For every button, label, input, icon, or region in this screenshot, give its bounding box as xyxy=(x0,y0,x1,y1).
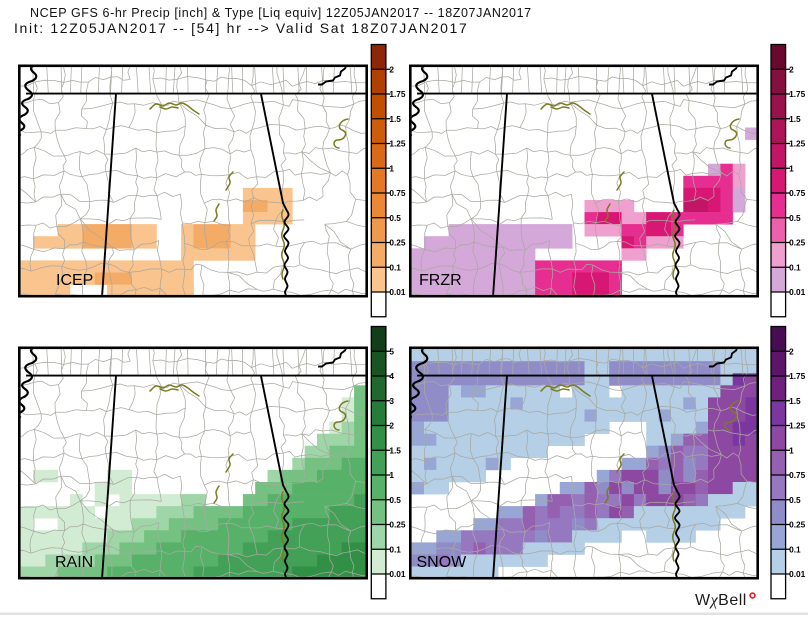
svg-text:1.25: 1.25 xyxy=(389,139,406,149)
svg-text:0.1: 0.1 xyxy=(789,262,801,272)
svg-text:WχBell: WχBell xyxy=(695,592,747,609)
svg-text:0.5: 0.5 xyxy=(789,495,801,505)
svg-text:5: 5 xyxy=(389,346,394,356)
svg-text:0.5: 0.5 xyxy=(389,495,401,505)
svg-text:4: 4 xyxy=(389,371,394,381)
svg-text:1.5: 1.5 xyxy=(389,114,401,124)
svg-text:0.25: 0.25 xyxy=(789,520,806,530)
svg-text:0.25: 0.25 xyxy=(389,520,406,530)
svg-text:0.5: 0.5 xyxy=(789,213,801,223)
svg-text:0.01: 0.01 xyxy=(789,569,806,579)
svg-text:2: 2 xyxy=(789,346,794,356)
svg-text:0.1: 0.1 xyxy=(389,544,401,554)
svg-text:1.75: 1.75 xyxy=(789,89,806,99)
svg-text:FRZR: FRZR xyxy=(419,272,462,289)
svg-text:0.75: 0.75 xyxy=(389,188,406,198)
svg-text:1: 1 xyxy=(389,163,394,173)
svg-text:SNOW: SNOW xyxy=(417,554,468,571)
svg-text:1.75: 1.75 xyxy=(789,371,806,381)
svg-text:0.1: 0.1 xyxy=(389,262,401,272)
svg-text:1.75: 1.75 xyxy=(389,89,406,99)
svg-text:0.1: 0.1 xyxy=(789,544,801,554)
svg-text:0.01: 0.01 xyxy=(389,569,406,579)
svg-text:RAIN: RAIN xyxy=(55,554,93,571)
svg-text:1: 1 xyxy=(389,470,394,480)
svg-text:0.75: 0.75 xyxy=(789,188,806,198)
svg-text:NCEP GFS 6-hr Precip [inch] &: NCEP GFS 6-hr Precip [inch] & Type [Liq … xyxy=(30,6,532,20)
svg-text:1: 1 xyxy=(789,163,794,173)
svg-text:1: 1 xyxy=(789,445,794,455)
svg-text:0.75: 0.75 xyxy=(789,470,806,480)
svg-text:0.01: 0.01 xyxy=(389,287,406,297)
svg-text:1.5: 1.5 xyxy=(389,445,401,455)
svg-text:1.25: 1.25 xyxy=(789,139,806,149)
svg-text:2: 2 xyxy=(389,64,394,74)
svg-text:2: 2 xyxy=(789,64,794,74)
svg-text:0.01: 0.01 xyxy=(789,287,806,297)
svg-text:0.25: 0.25 xyxy=(389,238,406,248)
svg-text:0.25: 0.25 xyxy=(789,238,806,248)
svg-text:ICEP: ICEP xyxy=(56,272,93,289)
svg-text:3: 3 xyxy=(389,396,394,406)
svg-text:Init: 12Z05JAN2017 -- [54] hr: Init: 12Z05JAN2017 -- [54] hr --> Valid … xyxy=(14,20,468,36)
svg-text:1.25: 1.25 xyxy=(789,421,806,431)
svg-text:2: 2 xyxy=(389,421,394,431)
svg-text:0.5: 0.5 xyxy=(389,213,401,223)
svg-text:1.5: 1.5 xyxy=(789,396,801,406)
svg-text:1.5: 1.5 xyxy=(789,114,801,124)
